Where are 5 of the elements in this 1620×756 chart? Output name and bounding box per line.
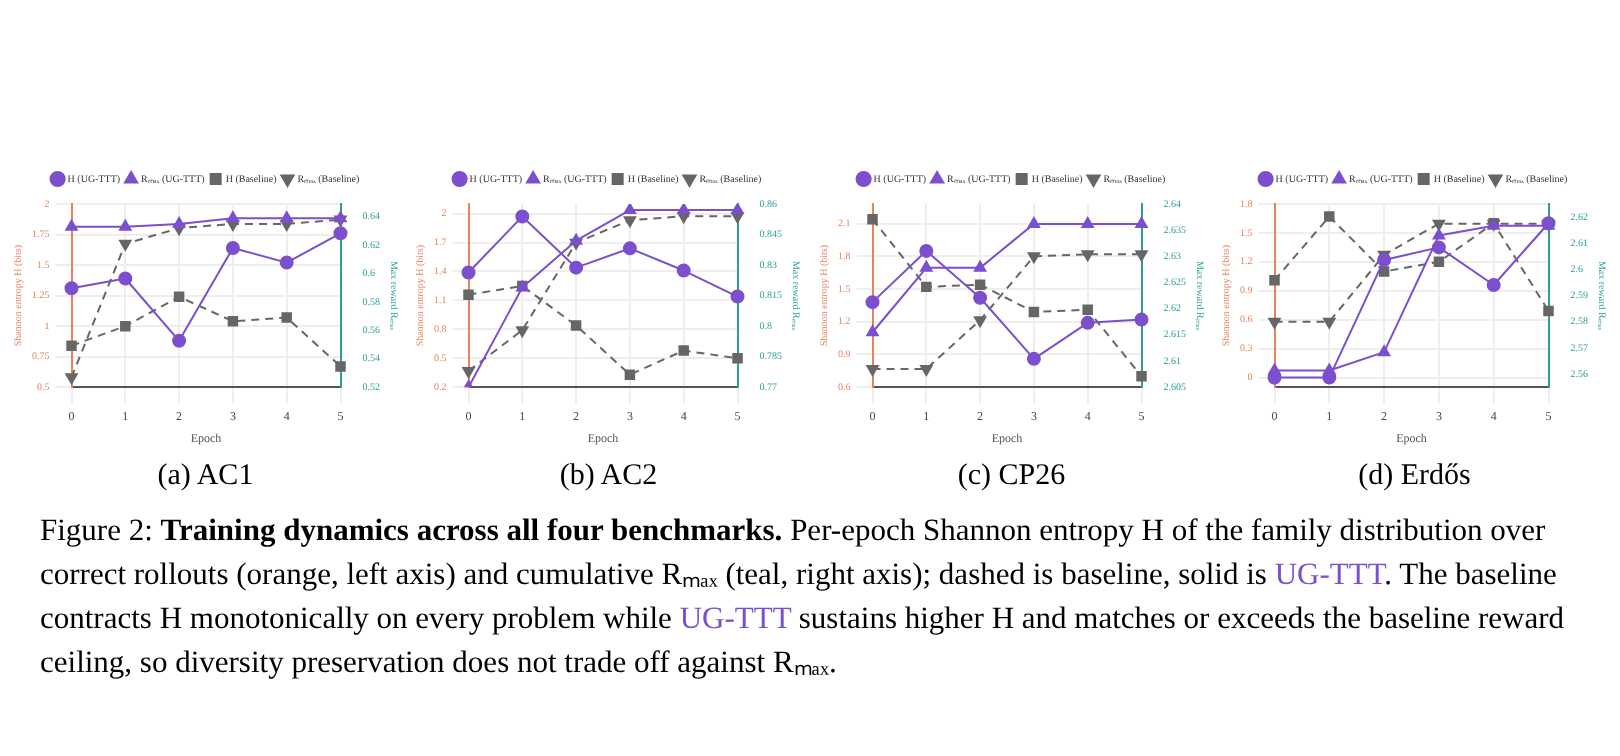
text: (a) AC1 xyxy=(157,460,254,494)
text: (b) AC2 xyxy=(559,460,658,494)
text: Figure 2: Training dynamics across all four benchmarks. Per-epoch Shannon entropy H of the family distribution over correct rollouts (orange, left axis) and cumulative Rₘₐₓ (teal, right axis); dashed is baseline, solid is UG-TTT. The baseline contracts H monotonically on every problem while UG-TTT sustains higher H and matches or exceeds the baseline reward ceiling, so diversity preservation does not trade off against Rₘₐₓ. xyxy=(40,514,1565,680)
text: (c) CP26 xyxy=(957,460,1066,494)
text: (d) Erdős xyxy=(1358,460,1471,494)
